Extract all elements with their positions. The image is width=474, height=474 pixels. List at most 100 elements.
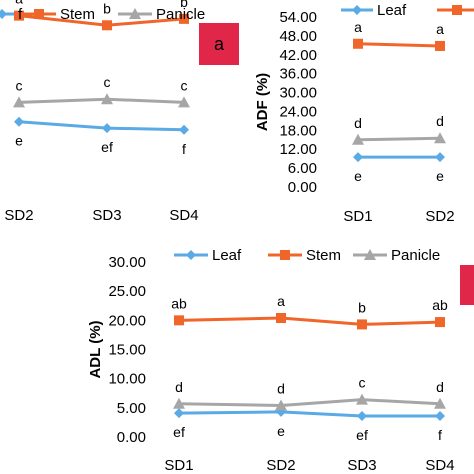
panel3-significance-label: d — [277, 381, 285, 397]
panel1-legend-panicle-marker — [129, 8, 141, 19]
panel3-legend-panicle-label: Panicle — [391, 247, 440, 264]
panel3-series-stem-point — [174, 315, 184, 326]
panel2-legend-stem-marker — [452, 5, 462, 15]
panel3-y-tick-label: 0.00 — [117, 429, 146, 446]
panel1-significance-label: b — [103, 0, 111, 16]
panel2-y-tick-label: 48.00 — [279, 28, 317, 45]
panel3-significance-label: d — [175, 379, 183, 395]
panel3-series-leaf-point — [357, 411, 367, 421]
panel2-y-tick-label: 24.00 — [279, 103, 317, 120]
panel3-significance-label: ab — [432, 297, 448, 313]
panel1-legend-leaf-marker — [0, 9, 7, 19]
panel3-series-panicle-line — [178, 398, 441, 408]
panel1-series-leaf-point — [102, 123, 112, 134]
panel1-series-leaf-point — [14, 116, 24, 127]
panel3-series-leaf-point — [174, 408, 184, 419]
panel3-significance-label: f — [438, 427, 442, 443]
panel1-series-panicle-point — [101, 93, 113, 105]
panel3-legend-stem-marker — [280, 250, 290, 260]
panel1-series-panicle-line — [18, 97, 185, 104]
panel2-y-tick-label: 18.00 — [279, 122, 317, 139]
panel1-significance-label: ef — [101, 139, 113, 155]
panel3-series-panicle-point — [173, 397, 185, 409]
panel1-legend-panicle-label: Panicle — [156, 6, 205, 23]
panel1-panel-badge-label: a — [214, 34, 225, 54]
panel3-series-panicle-point — [434, 397, 446, 409]
panel3-series-leaf-line — [178, 410, 440, 418]
panel3-x-tick-label: SD1 — [164, 457, 193, 474]
panel3-significance-label: ef — [356, 427, 368, 443]
panel1-panel-badge — [199, 23, 239, 65]
panel1-significance-label: a — [15, 0, 23, 7]
panel1-significance-label: c — [104, 74, 111, 90]
panel2-significance-label: a — [354, 19, 362, 35]
panel2-significance-label: e — [436, 168, 444, 184]
panel3-legend-stem-label: Stem — [306, 247, 341, 264]
panel1-significance-label: c — [16, 77, 23, 93]
panel2-series-panicle-point — [352, 133, 364, 145]
panel3-y-axis-label: ADL (%) — [87, 320, 104, 378]
panel1-series-stem-point — [179, 13, 189, 24]
panel3-significance-label: d — [436, 379, 444, 395]
panel2-significance-label: d — [354, 115, 362, 131]
panel1-significance-label: e — [15, 133, 23, 149]
panel3-series-stem-point — [276, 313, 286, 323]
panel3-series-stem-point — [435, 317, 445, 328]
panel2-y-axis-label: ADF (%) — [254, 73, 271, 131]
panel3-significance-label: e — [277, 423, 285, 439]
panel2-y-tick-label: 54.00 — [279, 9, 317, 26]
panel2-legend-leaf-label: Leaf — [377, 2, 407, 19]
panel2-series-stem-line — [357, 42, 441, 48]
panel3-legend-panicle-marker — [364, 249, 376, 260]
panel3-y-tick-label: 20.00 — [108, 312, 146, 329]
panel2-y-tick-label: 36.00 — [279, 66, 317, 83]
panel1-x-tick-label: SD4 — [169, 207, 198, 224]
panel1-series-stem-point — [102, 20, 112, 31]
panel3-significance-label: ef — [173, 424, 185, 440]
panel1-legend-stem-label: Stem — [60, 6, 95, 23]
panel2-y-tick-label: 6.00 — [288, 160, 317, 177]
panel2-significance-label: e — [354, 168, 362, 184]
panel3-y-tick-label: 5.00 — [117, 400, 146, 417]
panel2-series-leaf-point — [353, 152, 363, 163]
panel3-x-tick-label: SD3 — [347, 457, 376, 474]
panel3-legend-leaf-label: Leaf — [212, 247, 242, 264]
panel2-x-tick-label: SD1 — [343, 208, 372, 225]
panel1-x-tick-label: SD3 — [92, 207, 121, 224]
panel3-y-tick-label: 15.00 — [108, 342, 146, 359]
panel2-significance-label: d — [436, 113, 444, 129]
panel1-series-panicle-point — [13, 96, 25, 108]
panel2-series-panicle-line — [357, 136, 441, 142]
panel3-series-panicle-point — [356, 393, 368, 405]
panel3-series-panicle-point — [275, 399, 287, 411]
panel3-x-tick-label: SD4 — [425, 457, 454, 474]
panel3-x-tick-label: SD2 — [266, 457, 295, 474]
panel3-series-leaf-point — [435, 411, 445, 421]
panel2-legend-leaf-marker — [352, 5, 362, 15]
panel1-series-panicle-point — [178, 96, 190, 108]
panel2-y-tick-label: 42.00 — [279, 47, 317, 64]
panel2-series-leaf-point — [435, 152, 445, 163]
panel3-series-stem-line — [178, 316, 441, 326]
panel3-y-tick-label: 25.00 — [108, 283, 146, 300]
panel1-significance-label: f — [182, 141, 186, 157]
panel2-series-panicle-point — [434, 132, 446, 144]
panel2-series-stem-point — [435, 40, 445, 51]
panel1-x-tick-label: SD2 — [4, 207, 33, 224]
panel3-significance-label: c — [359, 375, 366, 391]
panel3-legend-leaf-marker — [186, 250, 196, 260]
panel2-y-tick-label: 0.00 — [288, 179, 317, 196]
panel3-y-tick-label: 10.00 — [108, 371, 146, 388]
panel1-series-leaf-line — [18, 120, 185, 132]
panel1-legend-stem-marker — [34, 9, 44, 19]
panel1-legend-leaf-label: f — [18, 6, 23, 23]
panel3-significance-label: b — [358, 299, 366, 315]
panel3-y-tick-label: 30.00 — [108, 254, 146, 271]
panel2-x-tick-label: SD2 — [425, 208, 454, 225]
panel3-significance-label: a — [277, 293, 285, 309]
panel1-significance-label: c — [181, 77, 188, 93]
panel2-series-stem-point — [353, 38, 363, 49]
panel3-panel-badge — [460, 265, 474, 305]
panel2-y-tick-label: 30.00 — [279, 85, 317, 102]
panel3-series-stem-point — [357, 319, 367, 330]
